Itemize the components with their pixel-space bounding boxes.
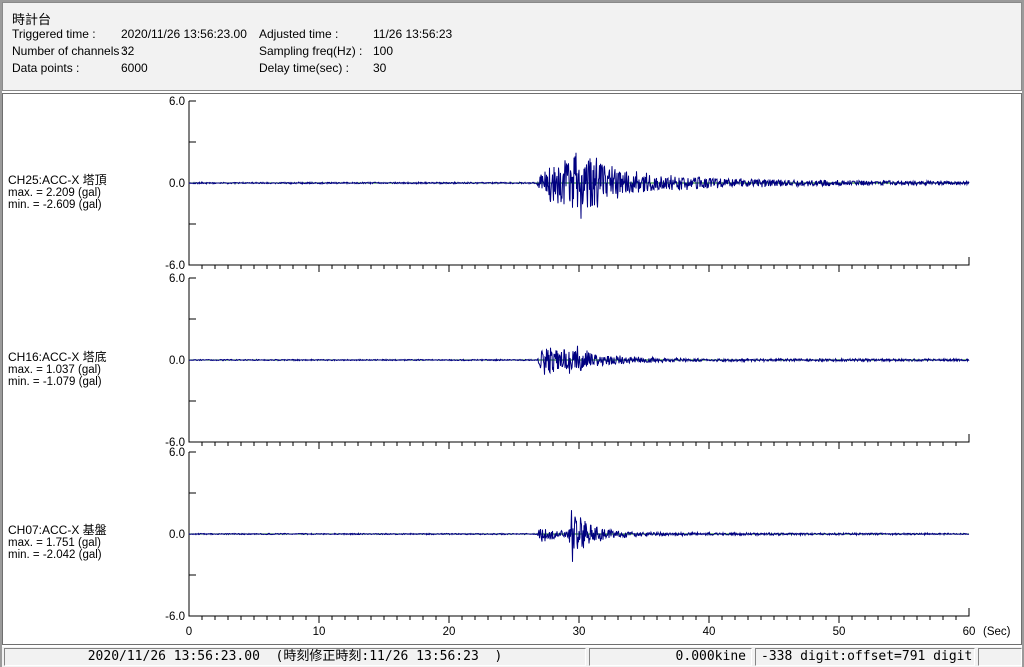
channel-max-value: max. = 2.209 (gal) xyxy=(8,186,102,199)
status-timestamp: 2020/11/26 13:56:23.00 (時刻修正時刻:11/26 13:… xyxy=(4,648,586,666)
status-kine-value: 0.000kine xyxy=(589,648,752,666)
channel-max-value: max. = 1.037 (gal) xyxy=(8,363,102,376)
adjusted-time-label: Adjusted time : xyxy=(259,27,339,41)
channel-max-value: max. = 1.751 (gal) xyxy=(8,536,102,549)
delay-time-value: 30 xyxy=(373,61,387,75)
y-axis-tick-label: -6.0 xyxy=(165,611,185,623)
header-panel: 時計台 Triggered time : 2020/11/26 13:56:23… xyxy=(2,2,1022,91)
x-axis-tick-label: 0 xyxy=(186,626,192,638)
x-axis-unit-label: (Sec) xyxy=(983,626,1011,638)
triggered-time-value: 2020/11/26 13:56:23.00 xyxy=(121,27,247,41)
page-title: 時計台 xyxy=(12,12,52,27)
chart-ticks xyxy=(189,451,957,623)
delay-time-label: Delay time(sec) : xyxy=(259,61,350,75)
channel-count-value: 32 xyxy=(121,44,135,58)
chart-ticks xyxy=(189,100,957,272)
y-axis-tick-label: -6.0 xyxy=(165,437,185,449)
channel-min-value: min. = -2.042 (gal) xyxy=(8,549,102,561)
y-axis-tick-label: 6.0 xyxy=(169,96,185,108)
status-empty-segment xyxy=(978,648,1022,666)
waveform-trace xyxy=(188,152,970,219)
y-axis-tick-label: 6.0 xyxy=(169,273,185,285)
waveform-chart-panel: 6.0 0.0 -6.0 6.0 0.0 -6.0 6.0 0.0 -6.0 0 10 20 30 40 5… xyxy=(2,93,1022,645)
sampling-freq-label: Sampling freq(Hz) : xyxy=(259,44,363,58)
channel-name: CH16:ACC-X 塔底 xyxy=(8,350,107,364)
channel-info-ch25: CH25:ACC-X 塔頂 max. = 2.209 (gal) min. = … xyxy=(8,174,183,212)
sampling-freq-value: 100 xyxy=(373,44,394,58)
y-axis-tick-label: 6.0 xyxy=(169,447,185,459)
channel-info-ch07: CH07:ACC-X 基盤 max. = 1.751 (gal) min. = … xyxy=(8,524,183,562)
status-bar: 2020/11/26 13:56:23.00 (時刻修正時刻:11/26 13:… xyxy=(2,647,1022,667)
x-axis-tick-label: 40 xyxy=(703,626,716,638)
x-axis-tick-label: 20 xyxy=(443,626,456,638)
y-axis-tick-label: -6.0 xyxy=(165,260,185,272)
y-axis-tick-label: 0.0 xyxy=(169,529,185,541)
x-axis-tick-label: 30 xyxy=(573,626,586,638)
y-axis-tick-label: 0.0 xyxy=(169,355,185,367)
y-axis-tick-label: 0.0 xyxy=(169,178,185,190)
channel-name: CH25:ACC-X 塔頂 xyxy=(8,173,107,187)
status-digit-offset: -338 digit:offset=791 digit xyxy=(755,648,975,666)
waveform-trace xyxy=(188,345,970,375)
channel-min-value: min. = -2.609 (gal) xyxy=(8,199,102,211)
channel-name: CH07:ACC-X 基盤 xyxy=(8,523,107,537)
x-axis-tick-label: 60 xyxy=(963,626,976,638)
channel-count-label: Number of channels : xyxy=(12,44,127,58)
chart-ticks xyxy=(189,277,957,449)
x-axis-tick-label: 50 xyxy=(833,626,846,638)
channel-min-value: min. = -1.079 (gal) xyxy=(8,376,102,388)
channel-info-ch16: CH16:ACC-X 塔底 max. = 1.037 (gal) min. = … xyxy=(8,351,183,389)
adjusted-time-value: 11/26 13:56:23 xyxy=(373,27,453,41)
data-points-label: Data points : xyxy=(12,61,80,75)
waveform-trace xyxy=(188,510,970,562)
data-points-value: 6000 xyxy=(121,61,148,75)
triggered-time-label: Triggered time : xyxy=(12,27,96,41)
waveform-plots-svg: 6.00.0-6.06.00.0-6.06.00.0-6.00 10 20 30 40 5… xyxy=(165,96,1011,638)
x-axis-tick-label: 10 xyxy=(313,626,326,638)
